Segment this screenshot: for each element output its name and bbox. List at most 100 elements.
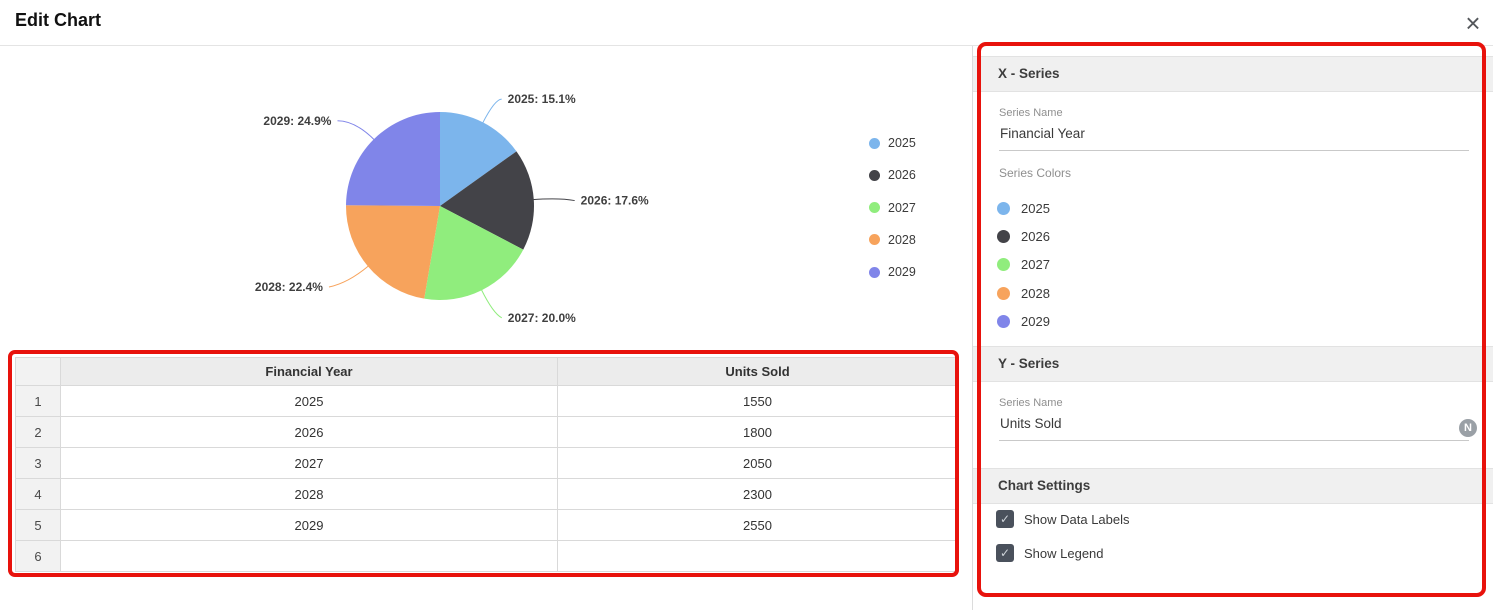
table-cell[interactable] (557, 540, 958, 572)
close-icon[interactable]: × (1465, 8, 1481, 38)
column-header-financial-year[interactable]: Financial Year (60, 357, 558, 386)
y-series-name-input[interactable]: Units Sold (1000, 416, 1062, 431)
page-title: Edit Chart (15, 10, 102, 30)
header-divider (0, 45, 1493, 46)
legend-item-2026[interactable]: 2026 (869, 165, 916, 185)
pie-data-label: 2025: 15.1% (508, 92, 576, 106)
y-series-name-underline (999, 440, 1469, 441)
table-header: Financial Year Units Sold (15, 357, 958, 386)
legend-swatch-icon (869, 234, 880, 246)
table-cell[interactable] (60, 540, 558, 572)
chart-legend: 2025 2026 2027 2028 2029 (869, 133, 916, 294)
pie-data-label: 2029: 24.9% (263, 114, 331, 128)
series-color-row-2025: 2025 (997, 194, 1050, 222)
table-row: 4 2028 2300 (15, 478, 958, 510)
table-cell[interactable]: 2028 (60, 478, 558, 510)
column-header-units-sold[interactable]: Units Sold (557, 357, 958, 386)
x-series-section-header: X - Series (973, 56, 1493, 92)
color-swatch-icon[interactable] (997, 201, 1010, 215)
table-cell[interactable]: 1550 (557, 385, 958, 417)
legend-swatch-icon (869, 202, 880, 214)
table-cell[interactable]: 2300 (557, 478, 958, 510)
table-cell[interactable]: 2027 (60, 447, 558, 479)
pie-leader-line (337, 120, 375, 141)
table-row: 6 (15, 540, 958, 572)
option-row: ✓ Show Legend (996, 544, 1130, 562)
series-color-row-2026: 2026 (997, 222, 1050, 250)
series-color-label: 2026 (1021, 229, 1050, 245)
settings-panel: X - Series Series Name Financial Year Se… (972, 46, 1493, 610)
table-corner-cell (15, 357, 61, 386)
legend-label: 2026 (888, 168, 916, 183)
table-cell[interactable]: 2026 (60, 416, 558, 448)
pie-leader-line (532, 198, 575, 202)
table-row: 1 2025 1550 (15, 385, 958, 417)
table-row: 3 2027 2050 (15, 447, 958, 479)
legend-item-2028[interactable]: 2028 (869, 230, 916, 250)
row-number[interactable]: 5 (15, 509, 61, 541)
pie-slice-2027[interactable] (424, 206, 524, 300)
x-series-name-input[interactable]: Financial Year (1000, 126, 1085, 141)
pie-chart: 2025: 15.1% 2026: 17.6% 2027: 20.0% 2028: 2… (255, 92, 649, 325)
x-series-name-underline (999, 150, 1469, 151)
pie-slice-2029[interactable] (346, 112, 440, 206)
color-swatch-icon[interactable] (997, 315, 1010, 329)
pie-data-label: 2026: 17.6% (581, 194, 649, 208)
series-color-label: 2028 (1021, 285, 1050, 301)
legend-item-2027[interactable]: 2027 (869, 198, 916, 218)
row-number[interactable]: 2 (15, 416, 61, 448)
legend-label: 2028 (888, 232, 916, 247)
color-swatch-icon[interactable] (997, 286, 1010, 300)
checkbox-show-data-labels[interactable]: ✓ (996, 510, 1014, 528)
series-colors-list: 2025 2026 2027 2028 2029 (997, 194, 1050, 336)
pie-leader-line (482, 98, 502, 124)
series-color-row-2028: 2028 (997, 279, 1050, 307)
pie-data-label: 2028: 22.4% (255, 280, 323, 294)
table-cell[interactable]: 2550 (557, 509, 958, 541)
checkbox-label: Show Data Labels (1024, 511, 1130, 527)
pie-leader-line (480, 289, 503, 319)
legend-label: 2027 (888, 200, 916, 215)
chart-settings-section-header: Chart Settings (973, 468, 1493, 504)
row-number[interactable]: 4 (15, 478, 61, 510)
legend-item-2029[interactable]: 2029 (869, 262, 916, 282)
row-number[interactable]: 6 (15, 540, 61, 572)
numeric-type-badge: N (1459, 419, 1477, 437)
series-color-row-2027: 2027 (997, 251, 1050, 279)
series-colors-label: Series Colors (999, 166, 1072, 180)
legend-swatch-icon (869, 169, 880, 181)
legend-label: 2025 (888, 136, 916, 150)
legend-swatch-icon (869, 266, 880, 278)
series-color-label: 2029 (1021, 314, 1050, 330)
y-series-name-label: Series Name (999, 397, 1063, 409)
pie-data-label: 2027: 20.0% (508, 311, 576, 325)
color-swatch-icon[interactable] (997, 258, 1010, 272)
table-cell[interactable]: 1800 (557, 416, 958, 448)
option-row: ✓ Show Data Labels (996, 510, 1130, 528)
x-series-name-label: Series Name (999, 107, 1063, 119)
y-series-section-header: Y - Series (973, 346, 1493, 382)
pie-slice-2025[interactable] (440, 112, 517, 206)
legend-label: 2029 (888, 265, 916, 280)
table-cell[interactable]: 2029 (60, 509, 558, 541)
checkbox-label: Show Legend (1024, 545, 1104, 561)
series-color-label: 2027 (1021, 257, 1050, 273)
row-number[interactable]: 3 (15, 447, 61, 479)
table-cell[interactable]: 2050 (557, 447, 958, 479)
table-row: 5 2029 2550 (15, 509, 958, 541)
color-swatch-icon[interactable] (997, 230, 1010, 244)
pie-leader-line (328, 265, 370, 288)
chart-settings-options: ✓ Show Data Labels ✓ Show Legend (996, 510, 1130, 578)
series-color-row-2029: 2029 (997, 308, 1050, 336)
row-number[interactable]: 1 (15, 385, 61, 417)
data-table: Financial Year Units Sold 1 2025 1550 2 2026… (15, 357, 958, 572)
checkbox-show-legend[interactable]: ✓ (996, 544, 1014, 562)
table-row: 2 2026 1800 (15, 416, 958, 448)
series-color-label: 2025 (1021, 200, 1050, 216)
pie-slice-2026[interactable] (440, 151, 534, 250)
legend-item-2025[interactable]: 2025 (869, 133, 916, 153)
table-cell[interactable]: 2025 (60, 385, 558, 417)
pie-slice-2028[interactable] (346, 205, 440, 299)
legend-swatch-icon (869, 137, 880, 149)
